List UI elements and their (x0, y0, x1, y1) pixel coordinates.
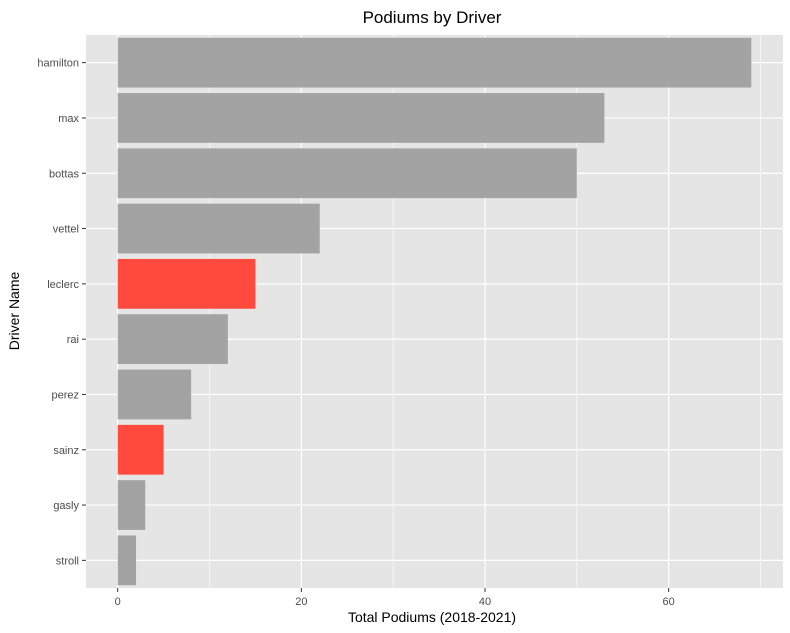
y-axis: hamilton max bottas vettel leclerc rai perez sa… (37, 58, 86, 567)
x-tick-label: 0 (115, 596, 121, 608)
bar-gasly (117, 480, 146, 530)
y-axis-title: Driver Name (6, 272, 22, 351)
bar-rai (117, 314, 228, 365)
y-tick-label: max (58, 113, 79, 125)
x-tick-label: 20 (295, 596, 307, 608)
x-tick-label: 60 (663, 596, 675, 608)
bar-hamilton (117, 37, 752, 88)
y-tick-label: gasly (53, 500, 79, 512)
bar-bottas (117, 148, 577, 199)
y-tick-label: stroll (56, 555, 79, 567)
bar-max (117, 93, 605, 143)
bar-sainz (117, 424, 164, 475)
y-tick-label: perez (51, 389, 79, 401)
y-tick-label: leclerc (47, 279, 79, 291)
y-tick-label: vettel (53, 224, 79, 236)
y-tick-label: rai (67, 334, 79, 346)
y-tick-label: bottas (49, 168, 79, 180)
bar-vettel (117, 203, 320, 254)
bar-stroll (117, 535, 137, 586)
bar-leclerc (117, 258, 256, 309)
y-tick-label: hamilton (37, 58, 79, 70)
y-tick-label: sainz (53, 445, 79, 457)
bar-perez (117, 369, 192, 420)
x-axis: 0 20 40 60 (115, 588, 675, 608)
chart-title: Podiums by Driver (363, 8, 502, 27)
x-tick-label: 40 (479, 596, 491, 608)
bars (117, 37, 752, 586)
x-axis-title: Total Podiums (2018-2021) (348, 609, 516, 625)
